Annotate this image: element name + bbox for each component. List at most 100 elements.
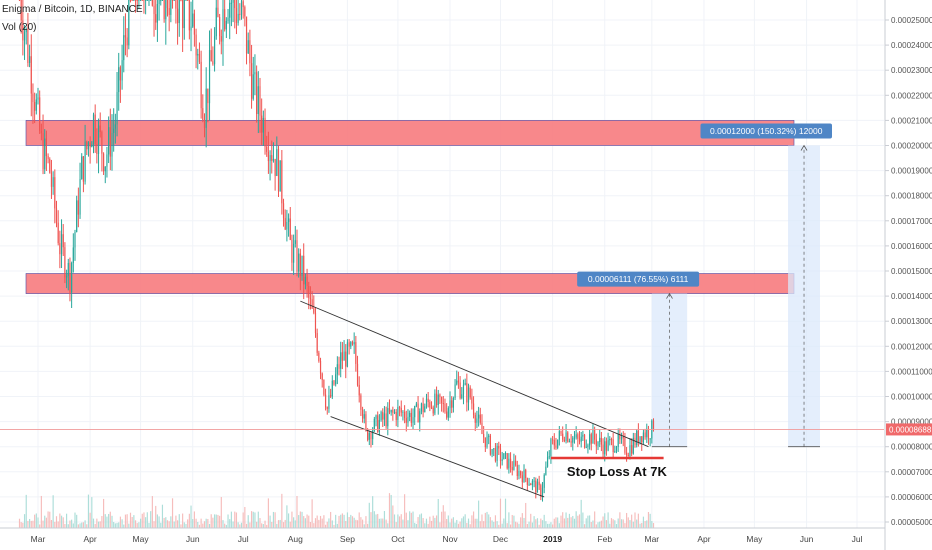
volume-bar: [469, 524, 471, 528]
volume-bar: [192, 519, 194, 528]
volume-bar: [641, 523, 643, 528]
candle-body: [165, 0, 167, 20]
candle: [392, 406, 394, 421]
volume-bar: [348, 517, 350, 528]
candle-body: [373, 418, 375, 431]
volume-bar: [563, 518, 565, 528]
candle: [266, 135, 268, 157]
candle: [123, 16, 125, 73]
candle: [128, 0, 130, 50]
volume-bar: [462, 516, 465, 528]
volume-bar: [617, 518, 619, 528]
candle: [356, 355, 359, 387]
volume-bar: [168, 521, 170, 528]
candle-body: [86, 141, 88, 150]
candle: [304, 273, 306, 290]
candle: [341, 342, 343, 370]
candle-body: [175, 0, 177, 9]
candle-body: [314, 312, 317, 334]
volume-bar: [531, 522, 534, 528]
volume-bar: [425, 518, 428, 528]
candle: [525, 468, 527, 483]
volume-bar: [213, 514, 216, 528]
candle-body: [284, 218, 286, 230]
candle: [296, 229, 298, 277]
candle: [239, 3, 241, 21]
candle: [437, 389, 439, 415]
volume-bar: [385, 519, 387, 528]
time-axis[interactable]: Mar Apr May Jun Jul Aug Sep Oct Nov Dec 2019 Feb Mar…: [0, 527, 885, 544]
candle-body: [62, 234, 64, 248]
volume-bar: [311, 499, 313, 528]
price-axis[interactable]: 0.00025000 0.00024000 0.00023000 0.00022000…: [884, 0, 932, 550]
candle: [168, 0, 170, 32]
candle-body: [229, 2, 231, 18]
candle-body: [173, 0, 175, 1]
candle: [287, 213, 290, 237]
candle: [496, 443, 498, 467]
candle: [195, 28, 197, 69]
candle-body: [553, 440, 555, 446]
volume-bar: [488, 514, 490, 528]
candle: [612, 432, 614, 459]
candle-body: [99, 125, 101, 133]
candle-body: [355, 342, 357, 364]
candle: [424, 403, 426, 413]
candle-body: [424, 406, 426, 413]
candle: [257, 71, 259, 134]
candle: [145, 0, 147, 15]
volume-bar: [232, 521, 234, 528]
candle-body: [592, 429, 594, 444]
candle: [182, 0, 184, 53]
candle: [272, 142, 275, 163]
candle: [84, 124, 86, 185]
price-tick-label: 0.00023000: [891, 66, 932, 75]
candle-body: [34, 102, 36, 111]
candle: [375, 414, 377, 427]
volume-bar: [429, 516, 431, 528]
candle: [605, 437, 608, 456]
candle-body: [358, 384, 360, 396]
volume-bar: [402, 519, 404, 528]
volume-bar: [182, 513, 184, 528]
volume-bar: [47, 511, 49, 528]
candle-body: [361, 409, 364, 419]
candle: [202, 94, 204, 123]
volume-bar: [590, 522, 592, 528]
volume-bar: [171, 498, 174, 528]
candle-body: [291, 239, 293, 263]
candle-body: [441, 397, 443, 404]
volume-bar: [84, 520, 86, 528]
volume-bar: [128, 523, 130, 528]
candle: [632, 432, 634, 455]
candle-body: [92, 114, 95, 145]
candle: [148, 0, 150, 6]
candle-body: [612, 439, 614, 453]
volume-bar: [126, 514, 128, 528]
candle: [57, 210, 59, 246]
volume-bar: [557, 517, 559, 528]
candle: [155, 0, 157, 30]
candle: [538, 475, 540, 490]
volume-bar: [175, 515, 177, 528]
candle: [217, 0, 219, 18]
candle: [620, 432, 623, 444]
candle-body: [272, 159, 275, 161]
volume-bar: [240, 522, 243, 528]
time-tick-label: Mar: [645, 534, 660, 544]
candle: [412, 408, 414, 430]
candle: [442, 396, 444, 413]
volume-bar: [441, 511, 443, 528]
candle: [193, 9, 195, 47]
candle: [533, 476, 535, 488]
candle: [81, 153, 83, 180]
volume-bar: [309, 521, 312, 528]
candle-body: [318, 352, 320, 361]
candle: [62, 224, 64, 257]
candle-body: [321, 373, 323, 381]
candle: [113, 108, 115, 152]
candle: [139, 0, 142, 1]
candle-body: [197, 53, 199, 56]
volume-bar: [27, 520, 29, 528]
